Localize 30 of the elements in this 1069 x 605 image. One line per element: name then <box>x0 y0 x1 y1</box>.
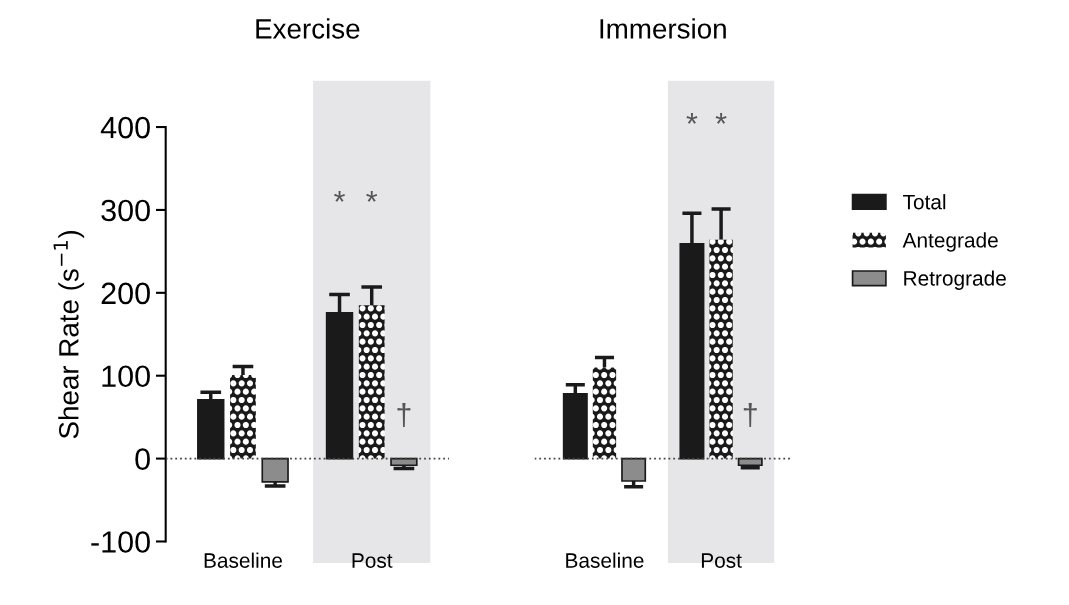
annotation: † <box>743 402 757 428</box>
bar <box>230 374 256 459</box>
y-axis-title: Shear Rate (s$^{−1}$) <box>53 230 85 439</box>
annotation: * <box>366 191 378 202</box>
text: * <box>686 113 698 124</box>
y-tick-label: 400 <box>100 116 150 139</box>
x-tick-label: Post <box>701 553 742 568</box>
legend-label: Antegrade <box>902 232 998 252</box>
chart-title: Immersion <box>600 18 726 39</box>
text: * <box>715 113 727 124</box>
legend-label: Retrograde <box>904 270 1006 290</box>
y-tick-label: 100 <box>102 365 150 388</box>
bar <box>737 457 763 467</box>
y-tick-label: 200 <box>101 282 150 305</box>
bar <box>592 367 617 459</box>
x-tick-label: Baseline <box>204 552 282 568</box>
chart-title: Exercise <box>256 18 360 39</box>
bar <box>390 457 418 467</box>
x-tick-label: Post <box>352 553 393 568</box>
annotation: † <box>397 402 411 428</box>
bar <box>621 457 647 482</box>
legend-label: Total <box>903 194 946 210</box>
annotation: * <box>334 191 345 202</box>
y-tick-label: -100 <box>91 531 150 553</box>
bar <box>197 398 225 460</box>
y-tick-label: 0 <box>135 448 150 470</box>
y-tick-label: 300 <box>101 199 150 222</box>
bar <box>709 239 733 459</box>
x-tick-label: Baseline <box>566 552 644 568</box>
bar <box>358 305 385 459</box>
